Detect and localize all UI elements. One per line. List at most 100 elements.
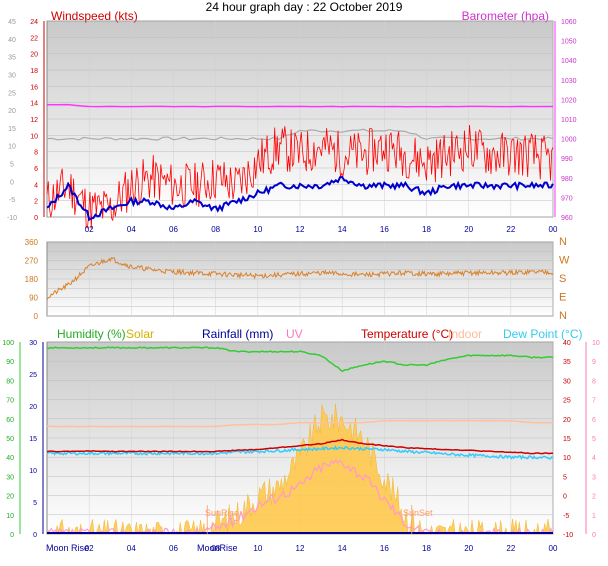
direction-compass-tick: S — [559, 273, 566, 285]
uv-tick: 7 — [592, 398, 596, 405]
x-tick-label: 12 — [296, 225, 305, 234]
rainfall-label: Rainfall (mm) — [202, 327, 273, 341]
rainfall-tick: 0 — [33, 532, 37, 539]
barometer-tick: 990 — [561, 156, 573, 163]
x-tick-label: 02 — [85, 544, 94, 553]
humidity-tick: 80 — [6, 378, 14, 385]
windspeed-label: Windspeed (kts) — [51, 9, 138, 23]
windspeed-tick: 22 — [30, 35, 38, 42]
direction-degree-tick: 270 — [25, 257, 39, 266]
x-tick-label: 22 — [506, 225, 515, 234]
temperature-label: Temperature (°C) — [361, 327, 453, 341]
humidity-tick: 60 — [6, 417, 14, 424]
windspeed-tick: 8 — [34, 150, 38, 157]
outer-scale-tick: 10 — [8, 144, 16, 151]
windspeed-tick: 20 — [30, 52, 38, 59]
moonrise-short-label: MoonRise — [197, 543, 238, 553]
x-tick-label: 04 — [127, 544, 136, 553]
rainfall-tick: 25 — [29, 372, 37, 379]
windspeed-tick: 24 — [30, 19, 38, 26]
rainfall-tick: 5 — [33, 500, 37, 507]
solar-label: Solar — [126, 327, 154, 341]
x-tick-label: 14 — [338, 225, 347, 234]
temperature-tick: 15 — [563, 436, 571, 443]
axis-tick-labels: -10-505101520253035404502468101214161820… — [2, 19, 600, 553]
x-tick-label: 20 — [464, 544, 473, 553]
sunset-annotation: SunSet — [403, 508, 433, 518]
windspeed-tick: 12 — [30, 117, 38, 124]
uv-tick: 2 — [592, 494, 596, 501]
barometer-label: Barometer (hpa) — [462, 9, 549, 23]
x-tick-label: 08 — [211, 225, 220, 234]
outer-scale-tick: 15 — [8, 126, 16, 133]
windspeed-tick: 0 — [34, 215, 38, 222]
x-tick-label: 18 — [422, 544, 431, 553]
barometer-tick: 970 — [561, 195, 573, 202]
x-tick-label: 20 — [464, 225, 473, 234]
outer-scale-tick: -10 — [7, 215, 17, 222]
rainfall-tick: 30 — [29, 340, 37, 347]
x-tick-label: 00 — [549, 544, 558, 553]
chart-title: 24 hour graph day : 22 October 2019 — [206, 0, 403, 14]
outer-scale-tick: 20 — [8, 108, 16, 115]
rainfall-tick: 15 — [29, 436, 37, 443]
barometer-tick: 1050 — [561, 39, 577, 46]
x-tick-label: 10 — [253, 544, 262, 553]
windspeed-tick: 10 — [30, 133, 38, 140]
direction-degree-tick: 360 — [25, 238, 39, 247]
barometer-tick: 1030 — [561, 78, 577, 85]
temperature-tick: -5 — [563, 513, 569, 520]
uv-tick: 5 — [592, 436, 596, 443]
uv-tick: 3 — [592, 474, 596, 481]
direction-compass-tick: E — [559, 292, 566, 304]
humidity-tick: 70 — [6, 398, 14, 405]
x-tick-label: 04 — [127, 225, 136, 234]
barometer-tick: 1010 — [561, 117, 577, 124]
x-tick-label: 16 — [380, 544, 389, 553]
outer-scale-tick: 0 — [10, 179, 14, 186]
outer-scale-tick: 25 — [8, 90, 16, 97]
x-tick-label: 08 — [211, 544, 220, 553]
temperature-tick: 35 — [563, 359, 571, 366]
series-windspeed — [46, 124, 554, 229]
uv-tick: 9 — [592, 359, 596, 366]
direction-compass-tick: N — [559, 310, 567, 322]
outer-scale-tick: 30 — [8, 72, 16, 79]
barometer-tick: 1060 — [561, 19, 577, 26]
uv-tick: 6 — [592, 417, 596, 424]
uv-tick: 1 — [592, 513, 596, 520]
temperature-tick: 0 — [563, 494, 567, 501]
humidity-tick: 0 — [10, 532, 14, 539]
temperature-tick: 30 — [563, 378, 571, 385]
windspeed-tick: 14 — [30, 101, 38, 108]
barometer-tick: 960 — [561, 215, 573, 222]
dewpoint-label: Dew Point (°C) — [503, 327, 582, 341]
humidity-tick: 100 — [2, 340, 14, 347]
outer-scale-tick: -5 — [9, 197, 15, 204]
humidity-tick: 10 — [6, 513, 14, 520]
x-tick-label: 18 — [422, 225, 431, 234]
x-tick-label: 14 — [338, 544, 347, 553]
direction-compass-tick: N — [559, 236, 567, 248]
series-avg-wind — [46, 175, 554, 222]
x-tick-label: 16 — [380, 225, 389, 234]
series-wind-direction — [46, 257, 554, 300]
windspeed-tick: 2 — [34, 199, 38, 206]
x-tick-label: 06 — [169, 544, 178, 553]
grid-lines — [47, 20, 554, 535]
temperature-tick: 25 — [563, 398, 571, 405]
humidity-tick: 40 — [6, 455, 14, 462]
outer-scale-tick: 40 — [8, 37, 16, 44]
series-barometer — [47, 103, 553, 108]
humidity-tick: 30 — [6, 474, 14, 481]
uv-label: UV — [286, 327, 303, 341]
x-tick-label: 02 — [85, 225, 94, 234]
series-indoor — [47, 419, 554, 428]
direction-degree-tick: 180 — [25, 275, 39, 284]
temperature-tick: 40 — [563, 340, 571, 347]
uv-tick: 10 — [592, 340, 600, 347]
barometer-tick: 1040 — [561, 58, 577, 65]
uv-tick: 0 — [592, 532, 596, 539]
